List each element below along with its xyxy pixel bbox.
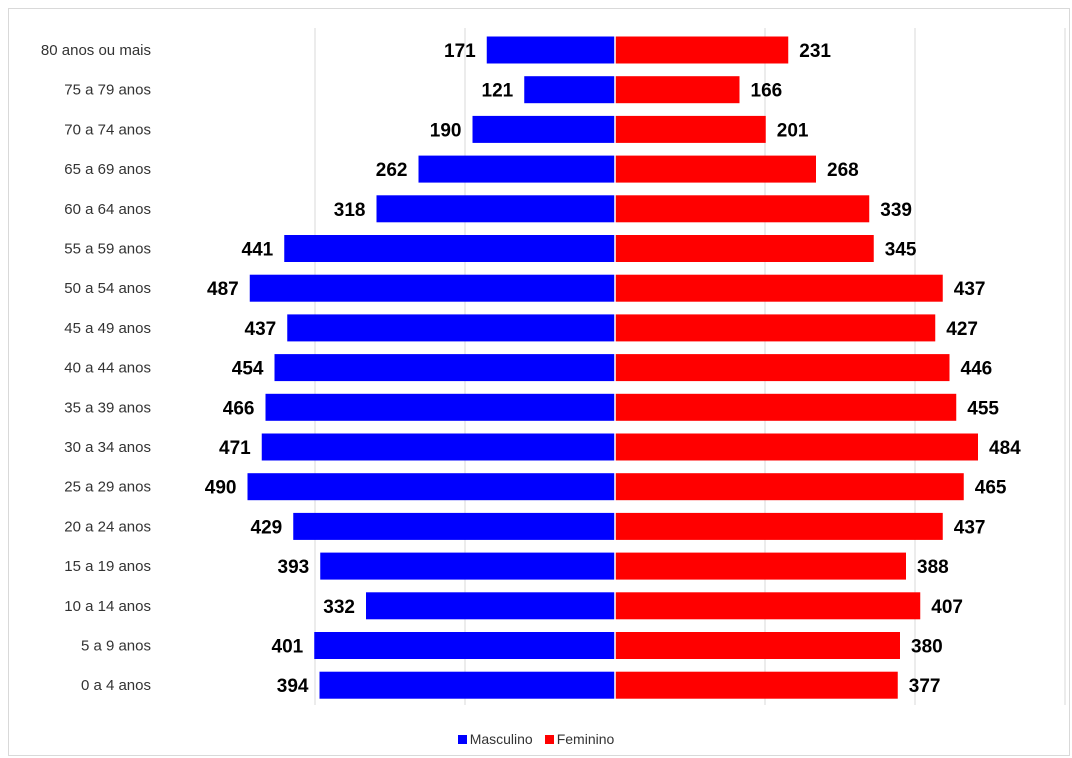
- data-label-feminino: 345: [885, 240, 917, 261]
- bar-masculino: [366, 592, 615, 620]
- data-label-feminino: 407: [931, 597, 963, 618]
- bar-masculino: [472, 115, 615, 143]
- bar-masculino: [274, 354, 615, 382]
- data-label-masculino: 466: [223, 398, 255, 419]
- bar-masculino: [418, 155, 615, 183]
- bar-feminino: [615, 552, 906, 580]
- bar-feminino: [615, 235, 874, 262]
- bar-feminino: [615, 393, 957, 421]
- data-label-masculino: 401: [272, 637, 304, 658]
- data-label-feminino: 166: [751, 81, 783, 102]
- data-label-masculino: 171: [444, 41, 476, 62]
- category-label: 20 a 24 anos: [64, 518, 151, 535]
- bar-masculino: [293, 512, 615, 540]
- chart-legend: Masculino Feminino: [0, 731, 1072, 747]
- data-label-feminino: 465: [975, 478, 1007, 499]
- category-label: 25 a 29 anos: [64, 479, 151, 496]
- bar-masculino: [320, 552, 615, 580]
- category-label: 70 a 74 anos: [64, 121, 151, 138]
- category-label: 40 a 44 anos: [64, 360, 151, 377]
- data-label-feminino: 380: [911, 637, 943, 658]
- category-label: 65 a 69 anos: [64, 161, 151, 178]
- legend-item-masculino: Masculino: [457, 731, 533, 747]
- data-label-feminino: 437: [954, 517, 986, 538]
- data-label-masculino: 190: [430, 120, 462, 141]
- bar-masculino: [319, 671, 615, 699]
- data-label-masculino: 437: [245, 319, 277, 340]
- category-label: 80 anos ou mais: [41, 42, 151, 59]
- bar-masculino: [265, 393, 615, 421]
- legend-item-feminino: Feminino: [544, 731, 615, 747]
- bar-masculino: [287, 314, 615, 342]
- bar-feminino: [615, 592, 921, 620]
- bar-feminino: [615, 195, 870, 223]
- bar-feminino: [615, 632, 900, 659]
- bar-masculino: [486, 36, 615, 64]
- bar-masculino: [249, 274, 615, 302]
- category-label: 30 a 34 anos: [64, 439, 151, 456]
- data-label-masculino: 121: [482, 81, 514, 102]
- bar-feminino: [615, 76, 740, 104]
- bars: [247, 36, 978, 699]
- data-label-feminino: 446: [961, 359, 993, 380]
- category-label: 55 a 59 anos: [64, 241, 151, 258]
- data-label-masculino: 490: [205, 478, 237, 499]
- bar-masculino: [247, 473, 615, 501]
- category-label: 35 a 39 anos: [64, 399, 151, 416]
- data-label-masculino: 471: [219, 438, 251, 459]
- bar-masculino: [314, 632, 615, 659]
- bar-feminino: [615, 36, 789, 64]
- bar-feminino: [615, 671, 898, 699]
- legend-label-feminino: Feminino: [556, 731, 615, 747]
- legend-swatch-feminino: [544, 734, 554, 744]
- data-label-masculino: 393: [278, 557, 310, 578]
- data-label-feminino: 231: [799, 41, 831, 62]
- labels: 80 anos ou mais 171 231 75 a 79 anos 121 166 7…: [41, 28, 1021, 705]
- legend-label-masculino: Masculino: [469, 731, 533, 747]
- category-label: 0 a 4 anos: [81, 677, 151, 694]
- data-label-masculino: 441: [242, 240, 274, 261]
- category-label: 15 a 19 anos: [64, 558, 151, 575]
- data-label-feminino: 377: [909, 676, 941, 697]
- data-label-feminino: 484: [989, 438, 1021, 459]
- bar-feminino: [615, 274, 943, 302]
- data-label-masculino: 262: [376, 160, 408, 181]
- data-label-masculino: 429: [251, 517, 283, 538]
- data-label-feminino: 339: [880, 200, 912, 221]
- bar-masculino: [376, 195, 615, 223]
- category-label: 5 a 9 anos: [81, 638, 151, 655]
- data-label-feminino: 201: [777, 120, 809, 141]
- bar-feminino: [615, 314, 936, 342]
- data-label-masculino: 318: [334, 200, 366, 221]
- bar-feminino: [615, 354, 950, 382]
- data-label-masculino: 454: [232, 359, 264, 380]
- bar-feminino: [615, 115, 766, 143]
- bar-feminino: [615, 473, 964, 501]
- category-label: 60 a 64 anos: [64, 201, 151, 218]
- data-label-feminino: 268: [827, 160, 859, 181]
- data-label-feminino: 388: [917, 557, 949, 578]
- category-label: 75 a 79 anos: [64, 82, 151, 99]
- bar-feminino: [615, 512, 943, 540]
- bar-masculino: [261, 433, 615, 461]
- category-label: 45 a 49 anos: [64, 320, 151, 337]
- category-label: 10 a 14 anos: [64, 598, 151, 615]
- bar-masculino: [284, 235, 615, 262]
- legend-swatch-masculino: [457, 734, 467, 744]
- data-label-masculino: 487: [207, 279, 239, 300]
- data-label-feminino: 437: [954, 279, 986, 300]
- bar-feminino: [615, 155, 816, 183]
- category-label: 50 a 54 anos: [64, 280, 151, 297]
- bar-feminino: [615, 433, 978, 461]
- data-label-masculino: 332: [323, 597, 355, 618]
- data-label-feminino: 455: [967, 398, 999, 419]
- bar-masculino: [524, 76, 615, 104]
- data-label-masculino: 394: [277, 676, 309, 697]
- data-label-feminino: 427: [946, 319, 978, 340]
